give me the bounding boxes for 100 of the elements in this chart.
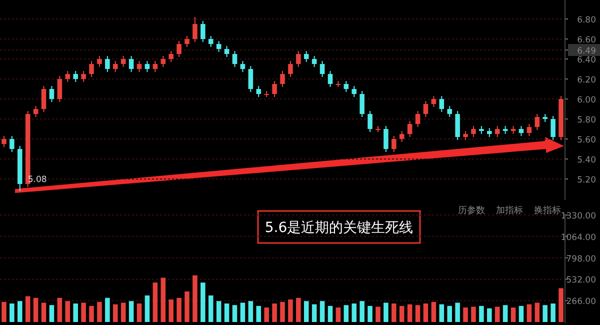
y-tick-label: 5.20 [577,176,596,186]
y-tick-label: 5.40 [577,156,596,166]
candlestick [494,126,500,138]
candlestick [208,36,214,48]
candlestick [232,50,238,68]
candlestick [328,70,333,88]
bar [510,308,516,322]
bar [168,299,174,322]
candlestick [352,86,357,98]
candlestick [2,136,6,148]
candlestick [128,56,134,72]
y-tick-label: 266.00 [566,297,596,308]
candlestick [368,110,372,132]
bar [320,301,325,322]
candlestick [224,46,230,58]
bar [224,303,230,322]
bar [542,305,548,322]
bar [10,303,14,322]
bar [49,305,54,322]
candlestick [288,60,293,78]
y-tick-label: 1064.00 [560,232,596,243]
bar [558,288,564,322]
y-tick-label: 6.40 [577,56,596,66]
y-tick-label: 798.00 [566,254,596,264]
y-tick-label: 6.00 [577,96,596,106]
bar [208,295,214,322]
bar [384,302,388,322]
candlestick [49,86,54,102]
candlestick [160,56,166,68]
y-tick-label: 6.60 [577,36,596,46]
annotation: 历参数 [458,205,485,216]
candlestick [296,50,301,68]
bar [264,308,269,322]
bar [144,295,150,322]
candlestick [33,106,38,118]
bar [18,301,22,322]
bar [89,306,94,322]
candlestick [65,70,70,82]
bar [113,304,118,322]
bar [360,301,364,322]
candlestick [240,60,246,72]
y-tick-label: 6.49 [577,46,596,56]
candlestick [304,50,309,62]
candlestick [471,126,476,138]
annotation: 5.6是近期的关键生死线 [264,220,414,236]
bar [463,308,468,322]
bar [439,304,444,322]
candlestick [216,40,222,52]
bar [120,302,126,322]
bar [200,282,206,322]
bar [97,302,102,322]
candlestick [550,116,556,140]
bar [272,303,277,322]
bar [415,305,420,322]
bar [232,305,238,322]
candlestick [312,56,317,68]
bar [344,305,349,322]
bar [494,306,500,322]
candlestick [81,70,86,82]
candlestick [439,96,444,112]
candlestick [280,70,285,88]
candlestick [144,60,150,72]
candlestick [256,86,262,98]
candlestick [447,106,452,118]
candlestick [384,126,388,152]
bar [526,304,532,322]
bar [534,302,540,322]
annotation: 换指标 [534,205,561,216]
candlestick [152,60,158,72]
candlestick [168,50,174,62]
y-tick-label: 532.00 [566,276,596,286]
bar [304,301,309,322]
bar [407,304,412,322]
bar [192,275,198,322]
candlestick [518,126,524,136]
candlestick [57,76,62,102]
candlestick [272,80,277,98]
candlestick [192,16,198,42]
y-tick-label: 5.60 [577,136,596,146]
bar [479,306,484,322]
y-tick-label: 5.80 [577,116,596,126]
candlestick [526,124,532,136]
bar [288,299,293,322]
bar [65,301,70,322]
bar [105,298,110,322]
bar [312,304,317,322]
candlestick [41,86,46,112]
y-tick-label: 6.80 [577,16,596,26]
bar [471,306,476,322]
bar [41,302,46,322]
candlestick [455,110,460,140]
bar [128,301,134,322]
candlestick [392,136,396,152]
candlestick [113,60,118,72]
bar [376,306,380,322]
bar [487,308,492,322]
bar [392,303,396,322]
bar [399,306,404,322]
candlestick [120,56,126,68]
bar [368,306,372,322]
